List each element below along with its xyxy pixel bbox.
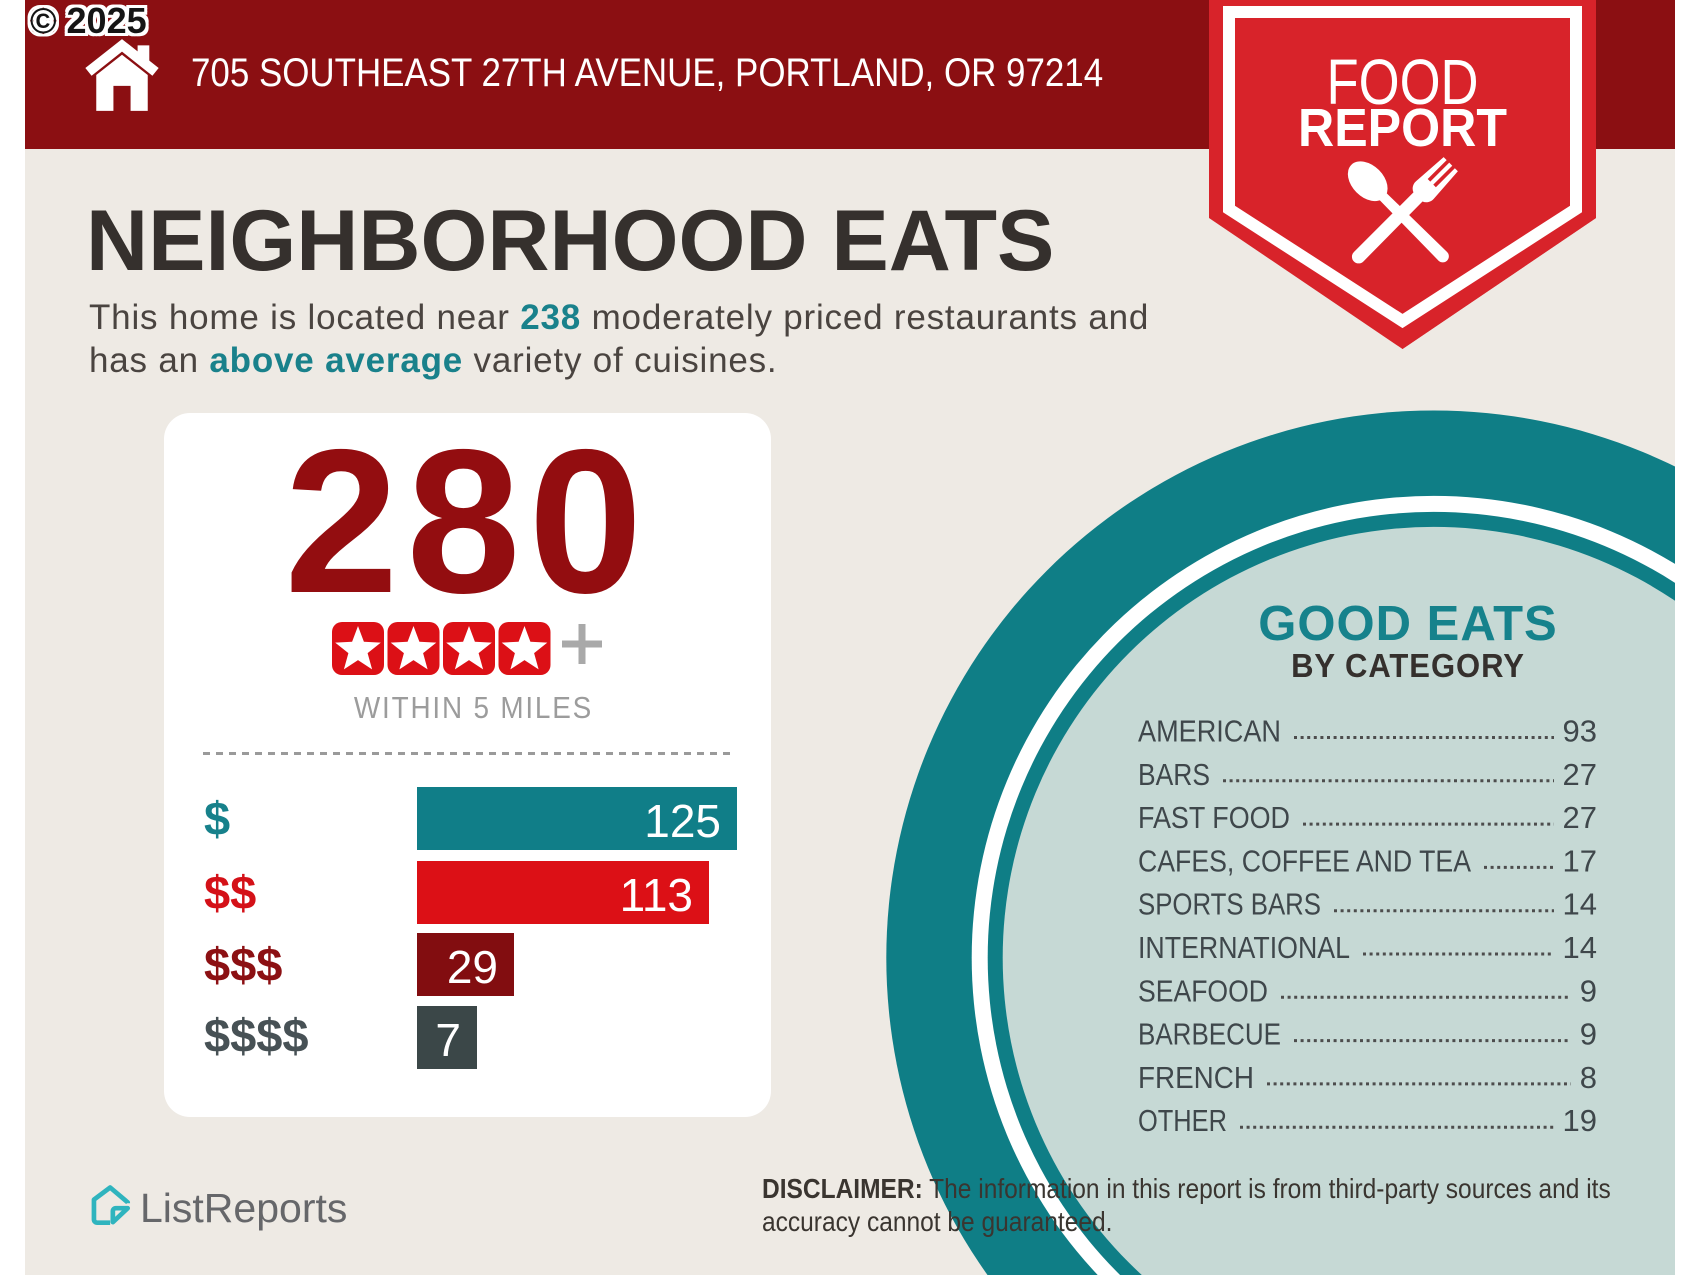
svg-text:AMERICAN: AMERICAN (1138, 714, 1281, 749)
svg-text:17: 17 (1563, 843, 1597, 878)
svg-text:INTERNATIONAL: INTERNATIONAL (1138, 930, 1350, 965)
svg-text:27: 27 (1563, 800, 1597, 835)
svg-text:BARBECUE: BARBECUE (1138, 1017, 1281, 1052)
svg-text:BARS: BARS (1138, 757, 1210, 792)
svg-text:27: 27 (1563, 757, 1597, 792)
svg-text:FOOD: FOOD (1327, 46, 1479, 118)
svg-text:CAFES, COFFEE AND TEA: CAFES, COFFEE AND TEA (1138, 843, 1471, 878)
svg-text:19: 19 (1563, 1103, 1597, 1138)
svg-text:8: 8 (1580, 1060, 1597, 1095)
svg-text:REPORT: REPORT (1298, 98, 1507, 158)
svg-text:FRENCH: FRENCH (1138, 1060, 1254, 1095)
svg-text:SPORTS BARS: SPORTS BARS (1138, 887, 1321, 922)
svg-text:SEAFOOD: SEAFOOD (1138, 973, 1268, 1008)
svg-text:FAST FOOD: FAST FOOD (1138, 800, 1290, 835)
svg-text:OTHER: OTHER (1138, 1103, 1227, 1138)
svg-text:14: 14 (1563, 930, 1597, 965)
svg-text:93: 93 (1563, 714, 1597, 749)
svg-text:9: 9 (1580, 1017, 1597, 1052)
svg-text:14: 14 (1563, 887, 1597, 922)
svg-text:9: 9 (1580, 973, 1597, 1008)
